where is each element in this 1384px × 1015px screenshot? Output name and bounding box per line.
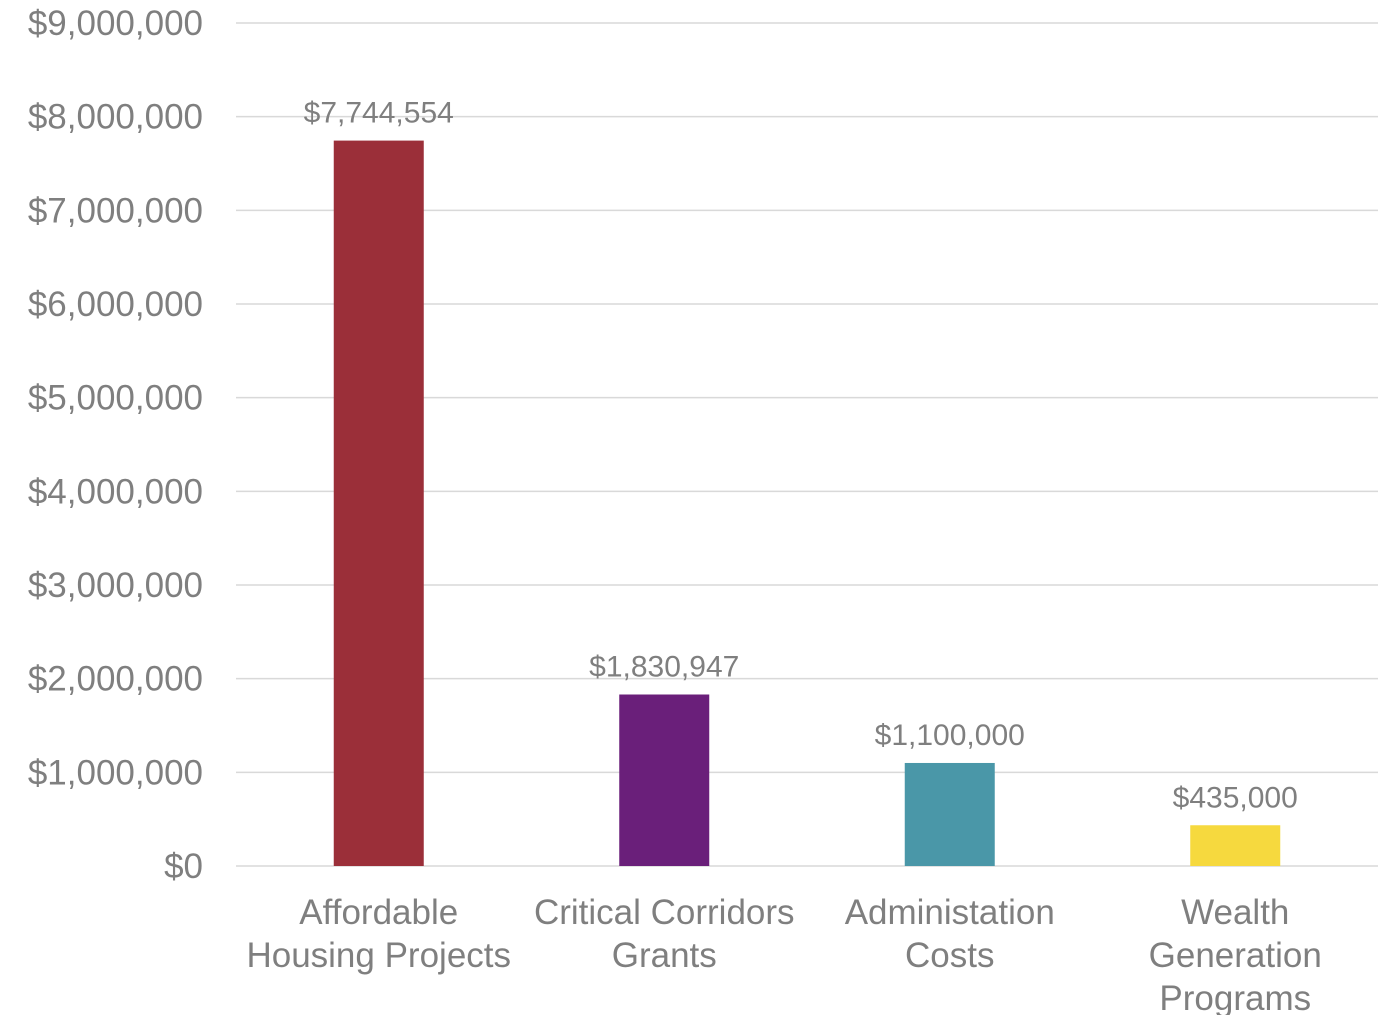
- y-tick-label: $5,000,000: [28, 379, 203, 418]
- x-tick-label-line: Costs: [905, 936, 994, 975]
- data-label: $435,000: [1173, 781, 1298, 814]
- x-tick-label-line: Wealth: [1181, 893, 1289, 932]
- y-tick-label: $2,000,000: [28, 660, 203, 699]
- x-tick-label: Administation Costs: [845, 893, 1055, 975]
- gridlines: [236, 22, 1378, 867]
- y-tick-label: $6,000,000: [28, 285, 203, 324]
- x-tick-label-line: Grants: [612, 936, 717, 975]
- x-tick-label-line: Programs: [1159, 979, 1311, 1015]
- bars: [333, 140, 1281, 866]
- y-tick-label: $8,000,000: [28, 98, 203, 137]
- y-tick-label: $3,000,000: [28, 566, 203, 605]
- y-tick-label: $7,000,000: [28, 191, 203, 230]
- y-axis-tick-labels: $0 $1,000,000 $2,000,000 $3,000,000 $4,000,0…: [28, 4, 203, 886]
- data-label: $7,744,554: [304, 97, 454, 130]
- x-axis-category-labels: Affordable Housing Projects Critical Corri…: [246, 893, 1321, 1015]
- y-tick-label: $4,000,000: [28, 472, 203, 511]
- x-tick-label-line: Critical Corridors: [534, 893, 795, 932]
- x-tick-label-line: Housing Projects: [246, 936, 511, 975]
- bar: [333, 140, 424, 866]
- y-tick-label: $9,000,000: [28, 4, 203, 43]
- data-label: $1,100,000: [875, 719, 1025, 752]
- bar: [1190, 825, 1281, 866]
- y-tick-label: $0: [164, 847, 203, 886]
- x-tick-label: Wealth Generation Programs: [1149, 893, 1322, 1015]
- data-labels: $7,744,554 $1,830,947 $1,100,000 $435,000: [304, 97, 1298, 815]
- bar: [904, 762, 995, 866]
- x-tick-label: Affordable Housing Projects: [246, 893, 511, 975]
- x-tick-label-line: Affordable: [299, 893, 458, 932]
- bar: [619, 694, 710, 866]
- x-tick-label: Critical Corridors Grants: [534, 893, 795, 975]
- data-label: $1,830,947: [589, 651, 739, 684]
- x-tick-label-line: Administation: [845, 893, 1055, 932]
- y-tick-label: $1,000,000: [28, 753, 203, 792]
- x-tick-label-line: Generation: [1149, 936, 1322, 975]
